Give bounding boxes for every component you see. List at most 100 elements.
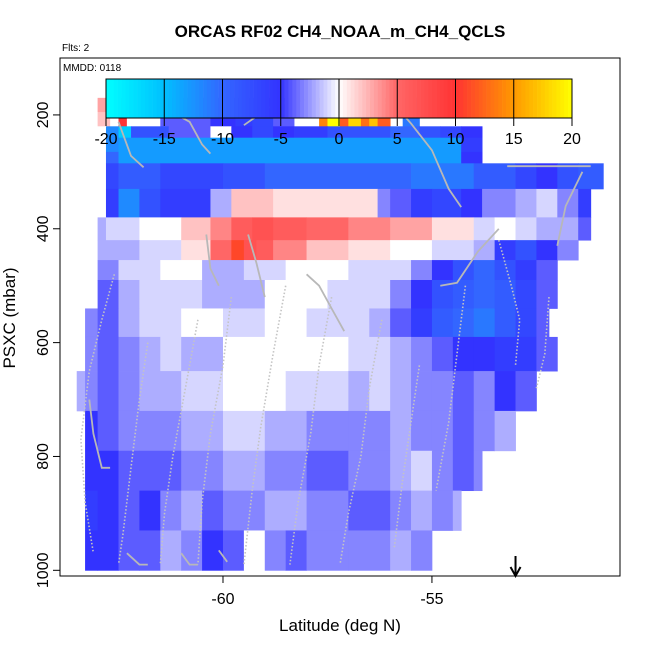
heatmap-cell [160, 260, 203, 281]
heatmap-cell [139, 240, 182, 261]
colorbar-swatch [257, 79, 262, 118]
heatmap-cell [377, 188, 391, 218]
y-tick-label: 600 [35, 329, 52, 356]
colorbar-swatch [521, 79, 526, 118]
colorbar-swatch [195, 79, 200, 118]
heatmap-cell [431, 240, 475, 261]
heatmap-cell [105, 217, 140, 241]
heatmap-cell [160, 188, 211, 218]
heatmap-cell [369, 308, 391, 338]
y-tick-label: 800 [35, 443, 52, 470]
heatmap-cell [264, 490, 307, 531]
heatmap-cell [452, 490, 462, 531]
heatmap-cell [85, 450, 99, 492]
colorbar-swatch [455, 79, 460, 118]
heatmap-cell [348, 336, 370, 372]
heatmap-cell [222, 371, 287, 412]
heatmap-cell [536, 336, 558, 372]
colorbar-swatch [179, 79, 184, 118]
colorbar-swatch [486, 79, 491, 118]
heatmap-cell [118, 163, 161, 190]
heatmap-cell [273, 217, 307, 241]
colorbar-swatch [505, 79, 511, 118]
heatmap-cell [390, 217, 433, 241]
colorbar-swatch [424, 79, 429, 118]
heatmap-cell [461, 137, 483, 153]
heatmap-cell [181, 217, 211, 241]
heatmap-cell [210, 126, 232, 139]
heatmap-cell [515, 371, 537, 412]
colorbar-swatch [385, 79, 390, 118]
heatmap-cell [431, 217, 475, 241]
heatmap-cell [369, 371, 391, 412]
y-axis-label: PSXC (mbar) [0, 267, 19, 368]
heatmap-cell [557, 240, 579, 261]
heatmap-cell [348, 490, 391, 531]
heatmap-cell [105, 151, 119, 164]
heatmap-cell [306, 450, 349, 492]
colorbar-swatch [482, 79, 487, 118]
heatmap-cell [431, 410, 454, 452]
heatmap-cell [411, 260, 433, 281]
colorbar-swatch [346, 79, 351, 118]
heatmap-cell [97, 336, 119, 372]
colorbar-swatch [502, 79, 507, 118]
heatmap-cell [181, 240, 211, 261]
heatmap-cell [181, 371, 224, 412]
heatmap-cell [515, 260, 537, 281]
heatmap-cell [390, 126, 420, 139]
heatmap-cell [431, 188, 462, 218]
heatmap-cell [118, 371, 140, 412]
colorbar-swatch [420, 79, 425, 118]
heatmap-cell [306, 240, 349, 261]
colorbar-swatch [544, 79, 549, 118]
y-tick-label: 200 [35, 101, 52, 128]
flight-track-line [289, 296, 333, 565]
heatmap-cell [264, 336, 349, 372]
heatmap-cell [473, 308, 496, 338]
colorbar-swatch [463, 79, 468, 118]
colorbar-swatch [300, 79, 305, 118]
colorbar-swatch [276, 79, 282, 118]
heatmap-cell [264, 308, 307, 338]
flight-track-line [159, 319, 199, 565]
heatmap-cell [139, 280, 203, 309]
heatmap-cell [160, 530, 182, 571]
heatmap-cell [390, 308, 412, 338]
flight-track-line [498, 239, 521, 366]
colorbar-swatch [249, 79, 254, 118]
heatmap-cell [118, 280, 140, 309]
heatmap-cell [118, 530, 140, 571]
heatmap-cell [181, 410, 224, 452]
colorbar-swatch [342, 79, 348, 118]
heatmap-cell [494, 217, 516, 241]
heatmap-cell [578, 163, 604, 190]
heatmap-cells [76, 97, 604, 571]
heatmap-cell [273, 126, 295, 139]
heatmap-cell [340, 112, 349, 127]
date-note: MMDD: 0118 [63, 63, 122, 74]
colorbar-swatch [416, 79, 421, 118]
heatmap-cell [494, 371, 516, 412]
colorbar-swatch [568, 79, 573, 118]
colorbar-swatch [152, 79, 157, 118]
colorbar-swatch [148, 79, 153, 118]
colorbar-tick-label: 15 [505, 131, 523, 148]
heatmap-cell [494, 280, 516, 309]
colorbar-swatch [265, 79, 270, 118]
heatmap-cell [536, 217, 579, 241]
colorbar-swatch [354, 79, 359, 118]
flight-track-line [247, 234, 266, 298]
heatmap-cell [440, 126, 462, 139]
heatmap-cell [536, 240, 558, 261]
heatmap-cell [473, 280, 496, 309]
flight-track-line [243, 285, 287, 565]
flight-track-line [440, 228, 500, 287]
colorbar-swatch [113, 79, 118, 118]
heatmap-cell [473, 410, 496, 452]
heatmap-cell [515, 280, 537, 309]
heatmap-cell [473, 450, 483, 492]
heatmap-cell [348, 410, 391, 452]
heatmap-cell [222, 163, 266, 190]
